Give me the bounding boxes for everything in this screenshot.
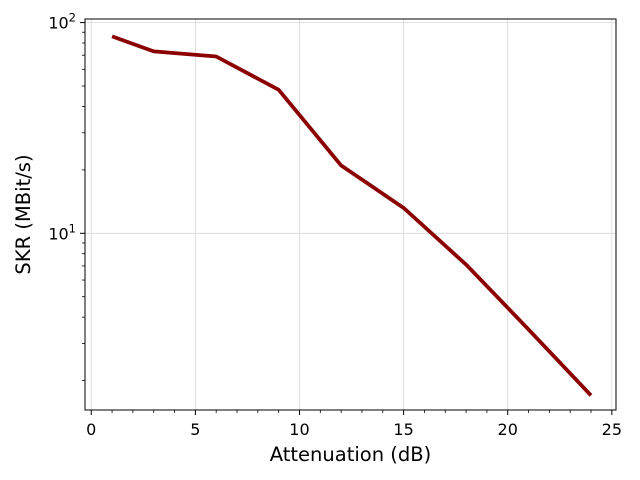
x-tick-label: 0 (86, 420, 96, 439)
grid (85, 19, 616, 410)
y-tick-label: 101 (48, 221, 76, 243)
x-tick-label: 5 (190, 420, 200, 439)
x-tick-label: 15 (393, 420, 413, 439)
series-layer (111, 34, 593, 397)
series-line (111, 34, 593, 397)
y-tick-label: 102 (48, 11, 76, 33)
plot-frame (84, 18, 617, 411)
x-tick-label: 10 (289, 420, 309, 439)
x-tick-label: 25 (602, 420, 622, 439)
x-axis-label: Attenuation (dB) (270, 443, 431, 466)
y-axis-label: SKR (MBit/s) (12, 154, 35, 274)
x-tick-label: 20 (498, 420, 518, 439)
ticks: 0 5 10 15 20 25 101 102 (48, 11, 622, 439)
